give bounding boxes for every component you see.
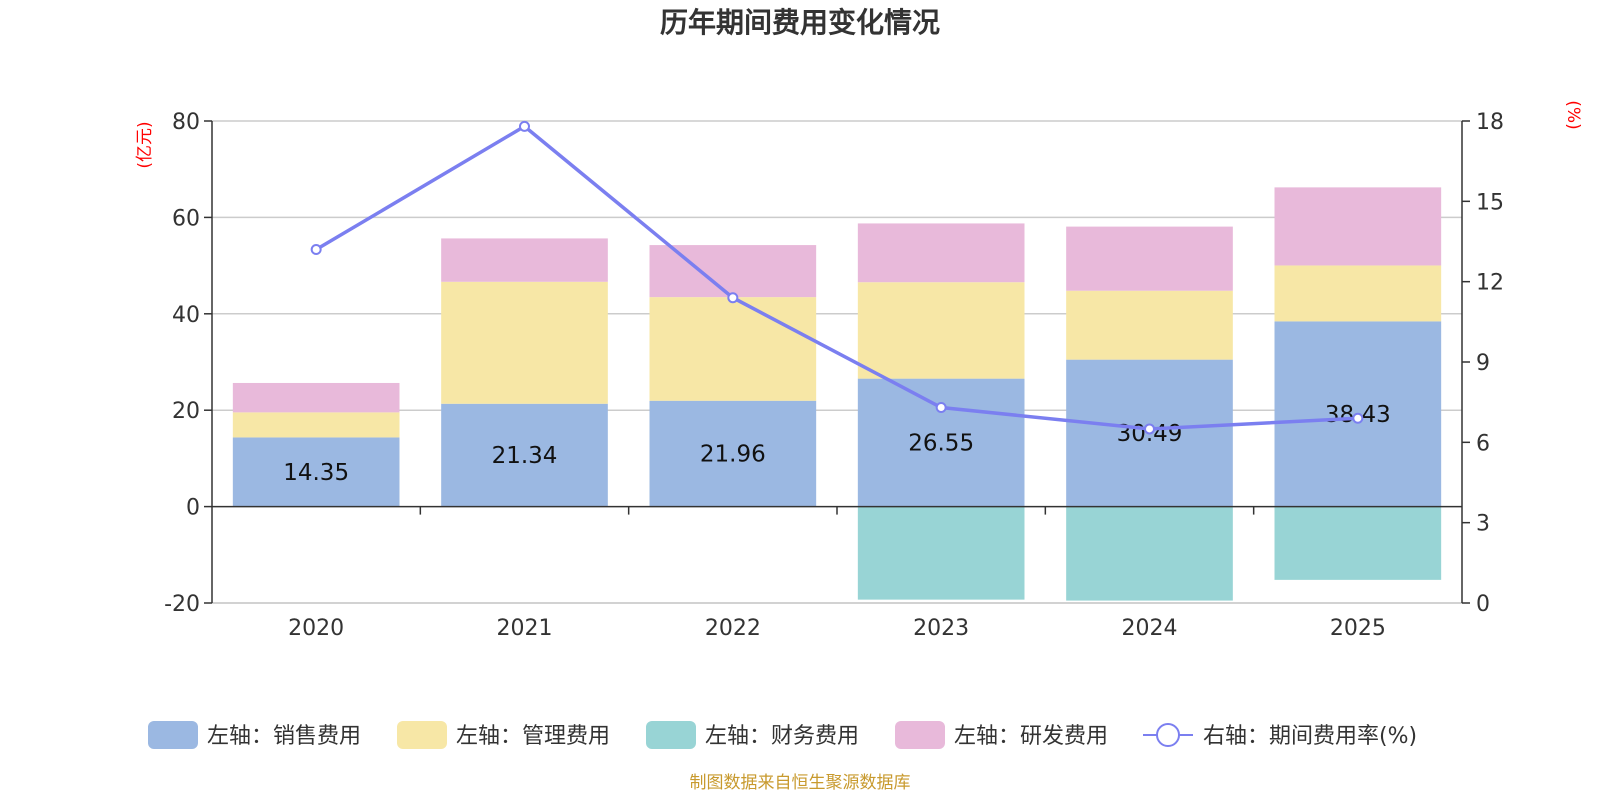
rate-line	[315, 124, 1358, 431]
bar-data-label: 21.96	[700, 442, 766, 468]
axes-layer: -20 0 20 40 60 80 0 3 6 9 12 15 18 2020 2021 2022 2023 20…	[164, 110, 1504, 641]
bars-layer	[232, 187, 1442, 601]
rate-point	[1144, 423, 1155, 435]
bar-segment	[857, 506, 1025, 600]
left-axis-tick-label: 0	[186, 496, 200, 521]
bar-segment	[649, 245, 817, 298]
bar-segment	[1274, 506, 1442, 580]
rate-point	[1352, 412, 1364, 424]
x-axis-category-label: 2024	[1122, 616, 1178, 641]
rate-point	[935, 402, 947, 414]
bar-segment	[232, 412, 400, 438]
right-axis-tick-label: 0	[1476, 592, 1490, 617]
legend-label: 左轴：研发费用	[954, 724, 1108, 749]
x-axis-category-label: 2021	[497, 616, 553, 641]
legend-label: 左轴：销售费用	[207, 724, 361, 749]
right-axis-unit: (%)	[1563, 100, 1583, 129]
bar-data-label: 21.34	[492, 443, 558, 469]
right-axis-tick-label: 3	[1476, 512, 1490, 537]
legend: 左轴：销售费用 左轴：管理费用 左轴：财务费用 左轴：研发费用 右轴：期间费用率(%)	[148, 721, 1417, 749]
bar-segment	[441, 403, 608, 507]
legend-swatch	[646, 721, 696, 749]
right-axis-tick-label: 9	[1476, 351, 1490, 376]
bar-segment	[857, 282, 1025, 379]
left-axis-tick-label: 40	[172, 303, 200, 328]
rate-point	[727, 292, 739, 304]
bar-segment	[1274, 265, 1442, 322]
bar-segment	[1066, 226, 1233, 291]
bar-segment	[232, 382, 400, 413]
bar-segment	[441, 238, 608, 282]
x-axis-category-label: 2022	[705, 616, 761, 641]
bar-data-label: 26.55	[908, 431, 974, 457]
rate-line-layer	[310, 120, 1364, 435]
legend-swatch	[148, 721, 198, 749]
bar-segment	[1066, 506, 1233, 601]
source-note: 制图数据来自恒生聚源数据库	[690, 773, 911, 793]
legend-swatch	[397, 721, 447, 749]
bar-segment	[649, 297, 817, 401]
bar-segment	[1274, 187, 1442, 266]
bar-segment	[441, 281, 608, 404]
bar-segment	[857, 223, 1025, 283]
left-axis-unit: (亿元)	[135, 121, 155, 168]
x-axis-category-label: 2020	[288, 616, 344, 641]
right-axis-tick-label: 6	[1476, 431, 1490, 456]
right-axis-tick-label: 12	[1476, 271, 1504, 296]
bar-segment	[1066, 290, 1233, 360]
legend-swatch	[895, 721, 945, 749]
bar-segment	[232, 437, 400, 507]
legend-label: 左轴：财务费用	[705, 724, 859, 749]
bar-data-label: 14.35	[283, 460, 349, 486]
right-axis-tick-label: 15	[1476, 190, 1504, 215]
x-axis-category-label: 2025	[1330, 616, 1386, 641]
bar-segment	[857, 378, 1025, 507]
legend-marker	[1156, 723, 1180, 747]
bar-segment	[649, 400, 817, 507]
x-axis-category-label: 2023	[913, 616, 969, 641]
rate-point	[310, 244, 322, 256]
chart-title: 历年期间费用变化情况	[660, 6, 940, 39]
left-axis-tick-label: 60	[172, 206, 200, 231]
left-axis-tick-label: 80	[172, 110, 200, 135]
rate-point	[519, 120, 530, 132]
legend-label: 左轴：管理费用	[456, 724, 610, 749]
left-axis-tick-label: -20	[164, 592, 200, 617]
left-axis-tick-label: 20	[172, 399, 200, 424]
legend-label: 右轴：期间费用率(%)	[1203, 724, 1417, 749]
right-axis-tick-label: 18	[1476, 110, 1504, 135]
